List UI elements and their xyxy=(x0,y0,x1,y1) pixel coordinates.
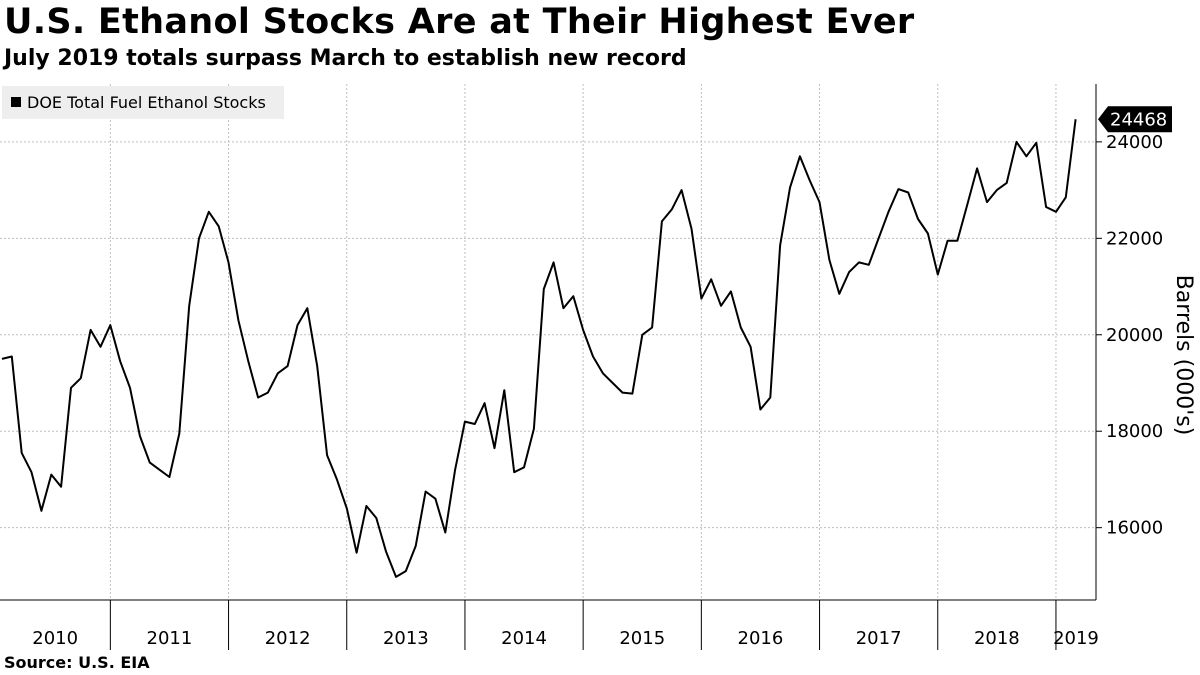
last-value-badge: 24468 xyxy=(1098,106,1172,133)
x-tick-label: 2013 xyxy=(383,628,429,649)
legend: DOE Total Fuel Ethanol Stocks xyxy=(2,86,284,119)
y-tick-label: 20000 xyxy=(1106,325,1163,346)
y-tick-label: 16000 xyxy=(1106,518,1163,539)
last-value-label: 24468 xyxy=(1110,109,1167,130)
x-tick-label: 2010 xyxy=(32,628,78,649)
chart-subtitle: July 2019 totals surpass March to establ… xyxy=(4,46,687,71)
series-line xyxy=(1,119,1077,578)
legend-box xyxy=(2,86,284,119)
x-tick-label: 2016 xyxy=(738,628,784,649)
grid-lines xyxy=(0,84,1096,600)
legend-label: DOE Total Fuel Ethanol Stocks xyxy=(27,93,266,112)
y-tick-label: 24000 xyxy=(1106,132,1163,153)
series-group xyxy=(1,119,1077,578)
source-note: Source: U.S. EIA xyxy=(4,653,150,672)
x-tick-label: 2019 xyxy=(1053,628,1099,649)
x-tick-labels: 2010 2011 2012 2013 2014 2015 2016 2017 2018 2019 xyxy=(32,628,1099,649)
x-tick-label: 2012 xyxy=(265,628,311,649)
x-tick-label: 2011 xyxy=(147,628,193,649)
x-tick-label: 2018 xyxy=(974,628,1020,649)
y-tick-label: 22000 xyxy=(1106,228,1163,249)
y-tick-labels: 16000 18000 20000 22000 24000 xyxy=(1106,132,1163,539)
x-tick-label: 2017 xyxy=(856,628,902,649)
x-tick-label: 2014 xyxy=(501,628,547,649)
x-tick-label: 2015 xyxy=(619,628,665,649)
last-value-marker xyxy=(1098,106,1172,133)
chart-title: U.S. Ethanol Stocks Are at Their Highest… xyxy=(4,2,915,42)
y-tick-label: 18000 xyxy=(1106,421,1163,442)
axes xyxy=(0,84,1102,650)
legend-swatch xyxy=(11,97,21,107)
y-axis-title: Barrels (000's) xyxy=(1171,275,1196,436)
